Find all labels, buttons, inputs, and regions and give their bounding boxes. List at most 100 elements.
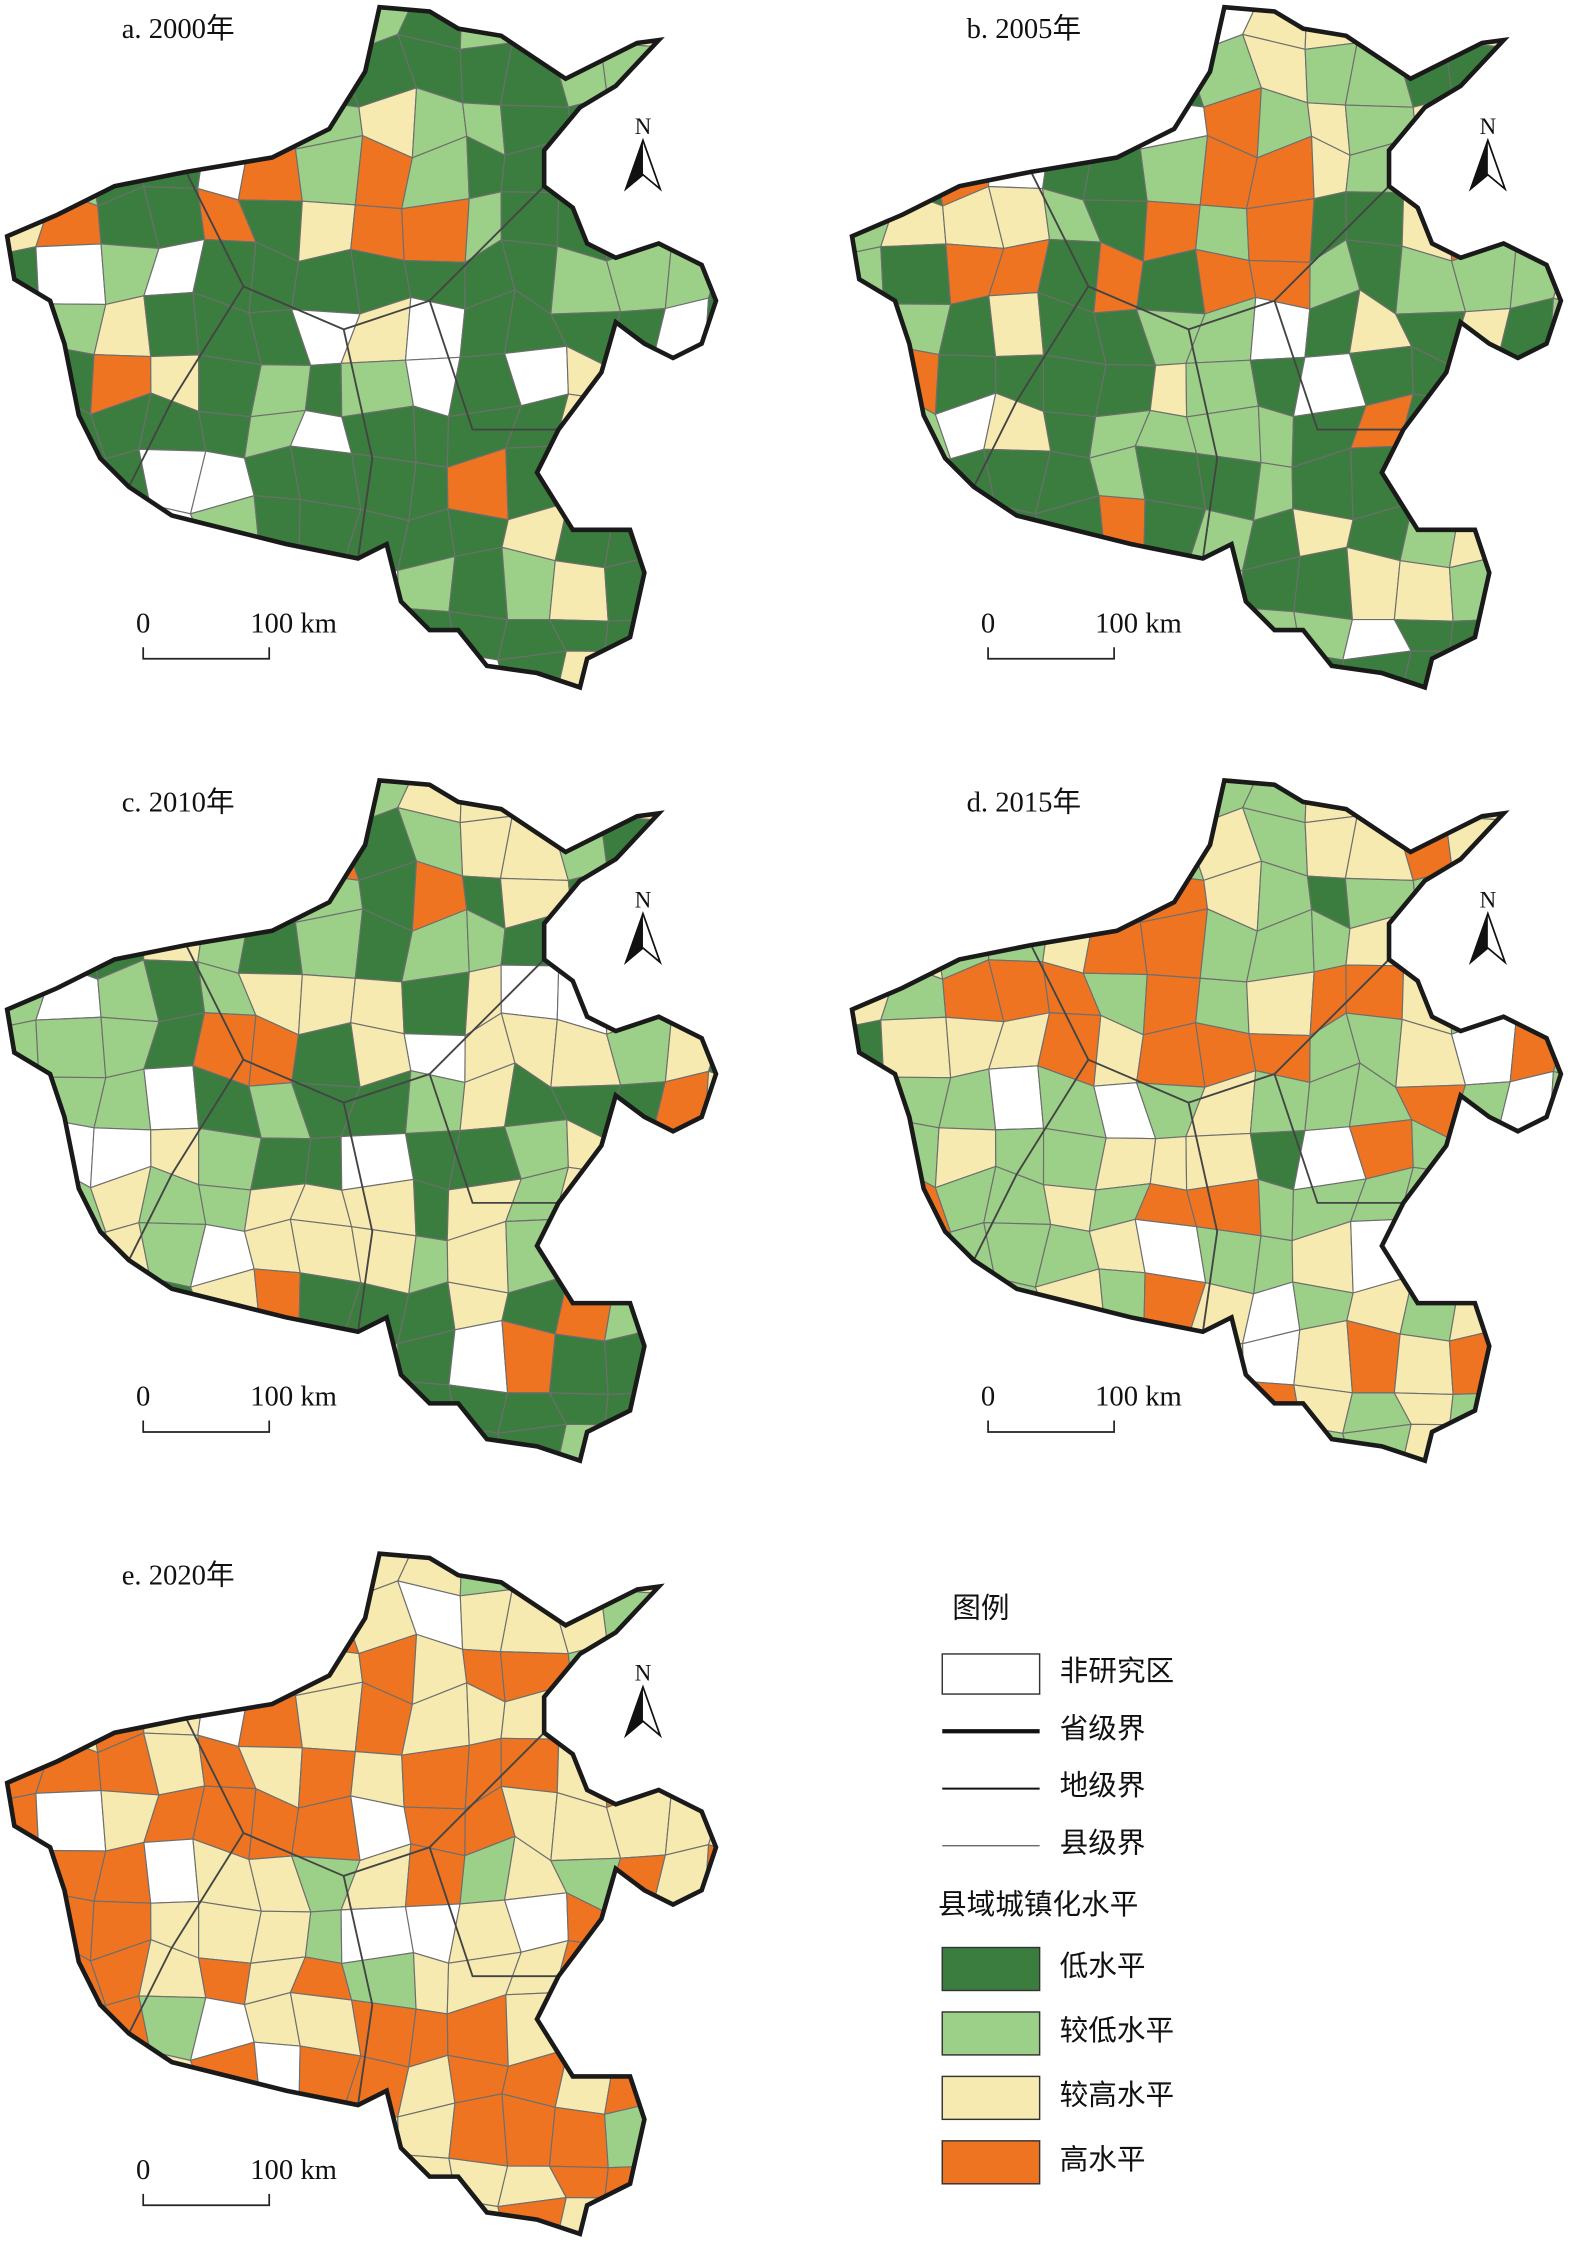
county [7,141,56,206]
county [1142,7,1200,57]
county [187,100,258,148]
county [41,706,91,761]
county [708,2065,717,2117]
county [311,660,358,688]
county [1393,780,1463,817]
county [1550,804,1561,879]
county [653,1124,717,1188]
county [41,47,95,107]
county [654,7,711,54]
county [340,2116,400,2171]
legend-swatch [941,1653,1041,1695]
county [253,495,301,566]
county [1548,1070,1561,1137]
county [894,654,953,688]
county [662,603,712,673]
county [344,1493,405,1543]
county [548,7,618,44]
county [614,449,669,520]
county [1557,703,1580,775]
county [664,237,717,310]
county [887,878,940,923]
county [100,1383,161,1445]
county [886,47,940,107]
county [1349,1488,1400,1540]
county [929,861,990,914]
prefecture-boundary [128,171,559,559]
county [1189,720,1250,770]
county [404,1843,466,1908]
legend-label: 低水平 [1060,1951,1146,1983]
panel-title: e. 2020年 [122,1560,235,1592]
county [988,1065,1045,1131]
county [1249,1069,1311,1135]
county [886,1479,936,1534]
county [7,392,55,471]
legend-label: 较低水平 [1060,2015,1175,2047]
county [1102,660,1160,688]
county [852,1441,897,1461]
county [651,517,717,571]
county [412,405,450,469]
county [653,1948,717,2001]
county [42,878,95,923]
prefecture-boundary [128,1717,559,2106]
county [448,1319,509,1394]
prefecture-boundary [972,171,1404,559]
county [1032,43,1103,104]
county [931,1487,999,1544]
county [297,780,356,830]
county [355,2153,400,2221]
county [7,2042,38,2114]
county [253,2041,301,2112]
county [1098,495,1146,566]
county [602,398,670,455]
county [1554,866,1561,925]
county [654,819,711,868]
county [1499,7,1556,54]
county [654,1592,711,1641]
county [878,615,953,670]
county [929,88,990,141]
county [1549,452,1561,522]
county [1498,1175,1561,1228]
county-cells [7,1553,717,2234]
county [548,780,618,817]
county [1550,7,1561,54]
county [1393,7,1463,44]
county [1189,1493,1250,1543]
county [1246,198,1315,263]
county [945,1383,1005,1445]
county [659,913,712,973]
county [90,2201,161,2234]
county [102,1277,151,1330]
county [198,1127,262,1191]
county [1553,650,1561,688]
county [401,1744,470,1810]
county [7,1938,55,2017]
county [187,1647,258,1694]
county [1496,555,1561,620]
county [1550,780,1561,827]
county [1503,913,1557,973]
county [35,243,107,306]
county [1094,99,1148,150]
county [0,1479,51,1541]
county [34,1276,107,1341]
county [501,2093,556,2167]
county [355,606,400,674]
county [412,1951,450,2015]
county [704,1683,717,1748]
county [852,856,897,922]
county [187,43,258,104]
county [998,703,1053,774]
panel-title: b. 2005年 [967,13,1082,45]
scale-length: 100 km [250,1381,337,1413]
county [49,2200,108,2234]
county [1084,814,1148,876]
county [886,780,932,828]
county [1249,296,1311,361]
county [710,551,717,606]
county [249,364,312,418]
